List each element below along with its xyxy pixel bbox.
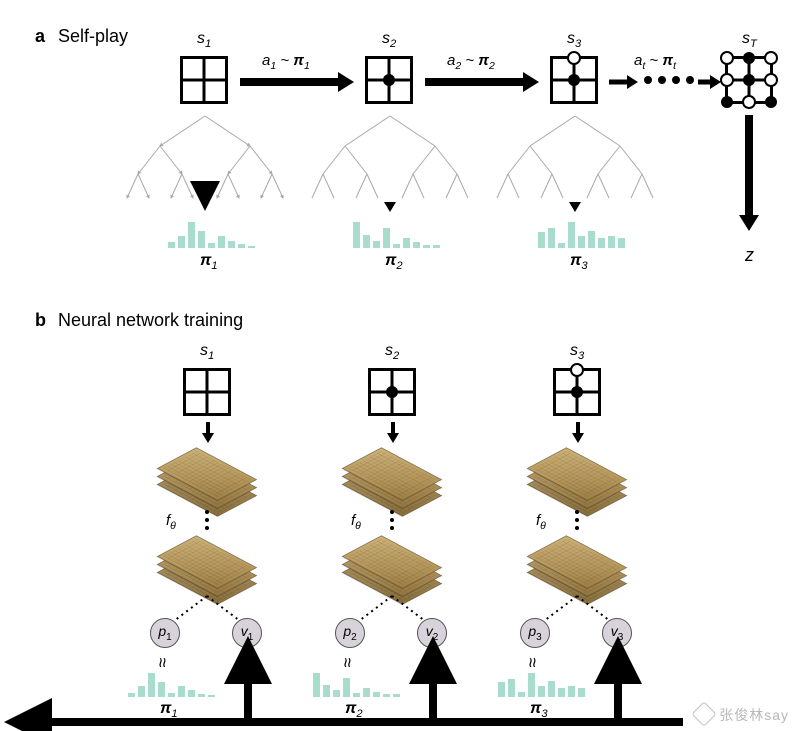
watermark: 张俊林say (695, 705, 789, 725)
figure-root: a Self-play s1 s2 s3 sT a1 ~ π1 a2 ~ π2 … (0, 0, 797, 731)
feedback-path (0, 0, 797, 731)
